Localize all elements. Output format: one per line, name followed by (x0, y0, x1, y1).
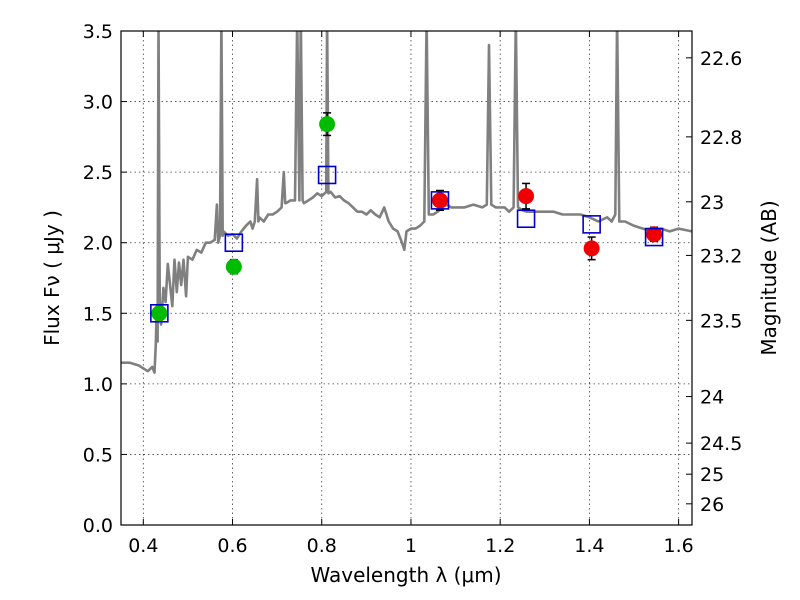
y-axis-label: Flux Fν ( μJy ) (40, 210, 64, 346)
nir-data-point (583, 240, 600, 257)
y-tick-label: 0.0 (83, 515, 113, 537)
y-tick-label: 3.0 (83, 92, 113, 114)
y-tick-label: 1.0 (83, 374, 113, 396)
y2-tick-label: 23.5 (700, 310, 742, 332)
x-axis-ticks: 0.4 0.6 0.8 1 1.2 1.4 1.6 (128, 31, 694, 557)
y2-tick-label: 26 (700, 494, 724, 516)
y-tick-label: 2.5 (83, 162, 113, 184)
spectrum-line-layer (121, 31, 692, 374)
y-axis-ticks: 0.0 0.5 1.0 1.5 2.0 2.5 3.0 3.5 (83, 21, 127, 537)
y2-tick-label: 22.6 (700, 48, 742, 70)
y2-tick-label: 25 (700, 464, 724, 486)
y2-tick-label: 22.8 (700, 127, 742, 149)
marker-layer (150, 112, 664, 323)
x-tick-label: 1.4 (574, 535, 604, 557)
plot-frame (120, 30, 693, 526)
nir-data-point (518, 188, 535, 205)
nir-data-point (431, 192, 448, 209)
model-data-point (516, 209, 536, 229)
model-data-point (317, 165, 337, 185)
y-tick-label: 1.5 (83, 303, 113, 325)
model-data-point (582, 215, 601, 234)
model-data-point (224, 233, 244, 253)
x-tick-label: 0.4 (128, 535, 158, 557)
model-data-point (644, 227, 664, 247)
y2-axis-label: Magnitude (AB) (757, 200, 781, 355)
x-tick-label: 1 (405, 535, 417, 557)
x-tick-label: 0.6 (217, 535, 247, 557)
y2-axis-ticks: 22.6 22.8 23 23.2 23.5 24 24.5 25 26 (686, 48, 742, 516)
x-axis-label: Wavelength λ (μm) (310, 563, 501, 587)
nir-data-point (646, 226, 663, 243)
spectrum-line (121, 31, 692, 374)
y2-tick-label: 23.2 (700, 245, 742, 267)
y-tick-label: 3.5 (83, 21, 113, 43)
x-tick-label: 1.6 (664, 535, 694, 557)
x-tick-label: 0.8 (307, 535, 337, 557)
model-data-point (430, 191, 450, 210)
model-data-point (150, 303, 169, 323)
y-tick-label: 2.0 (83, 233, 113, 255)
y2-tick-label: 24.5 (700, 433, 742, 455)
optical-data-point (319, 116, 336, 133)
grid (121, 30, 692, 526)
y-tick-label: 0.5 (83, 444, 113, 466)
optical-data-point (151, 305, 168, 322)
optical-data-point (225, 258, 242, 275)
x-tick-label: 1.2 (485, 535, 515, 557)
y2-tick-label: 24 (700, 387, 724, 409)
y2-tick-label: 23 (700, 192, 724, 214)
